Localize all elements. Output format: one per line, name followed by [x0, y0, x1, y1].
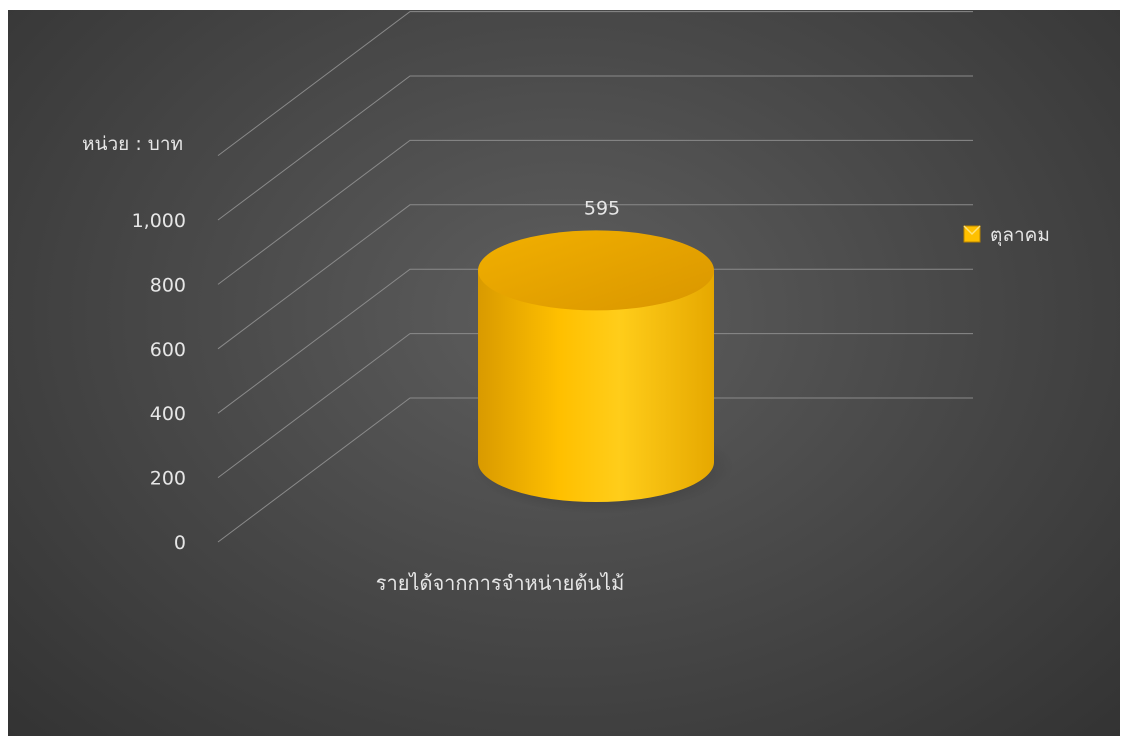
- bar-cylinder-top: [478, 230, 714, 311]
- gridline: [217, 268, 973, 414]
- legend-label: ตุลาคม: [990, 224, 1050, 247]
- unit-label: หน่วย : บาท: [82, 133, 183, 155]
- chart-area: 0 200 400 600 800 1,000 หน่วย : บาท 595 รายได…: [8, 10, 1120, 736]
- y-tick-label: 600: [150, 339, 186, 361]
- y-tick-label: 400: [150, 403, 186, 425]
- cylinder-chart: 0 200 400 600 800 1,000 หน่วย : บาท 595 รายได…: [82, 11, 1050, 595]
- category-label: รายได้จากการจำหน่ายต้นไม้: [376, 571, 625, 595]
- legend-swatch-highlight: [963, 225, 981, 236]
- y-tick-label: 0: [174, 532, 186, 554]
- gridline: [217, 75, 973, 221]
- data-label: 595: [584, 197, 620, 219]
- gridline: [217, 11, 973, 156]
- legend: ตุลาคม: [963, 224, 1050, 247]
- bar-cylinder-body: [478, 270, 714, 502]
- y-tick-label: 200: [150, 468, 186, 490]
- gridline: [217, 139, 973, 285]
- gridline: [217, 333, 973, 478]
- y-tick-label: 800: [150, 274, 186, 296]
- y-tick-label: 1,000: [132, 210, 186, 232]
- gridline: [217, 397, 973, 543]
- gridline: [217, 204, 973, 350]
